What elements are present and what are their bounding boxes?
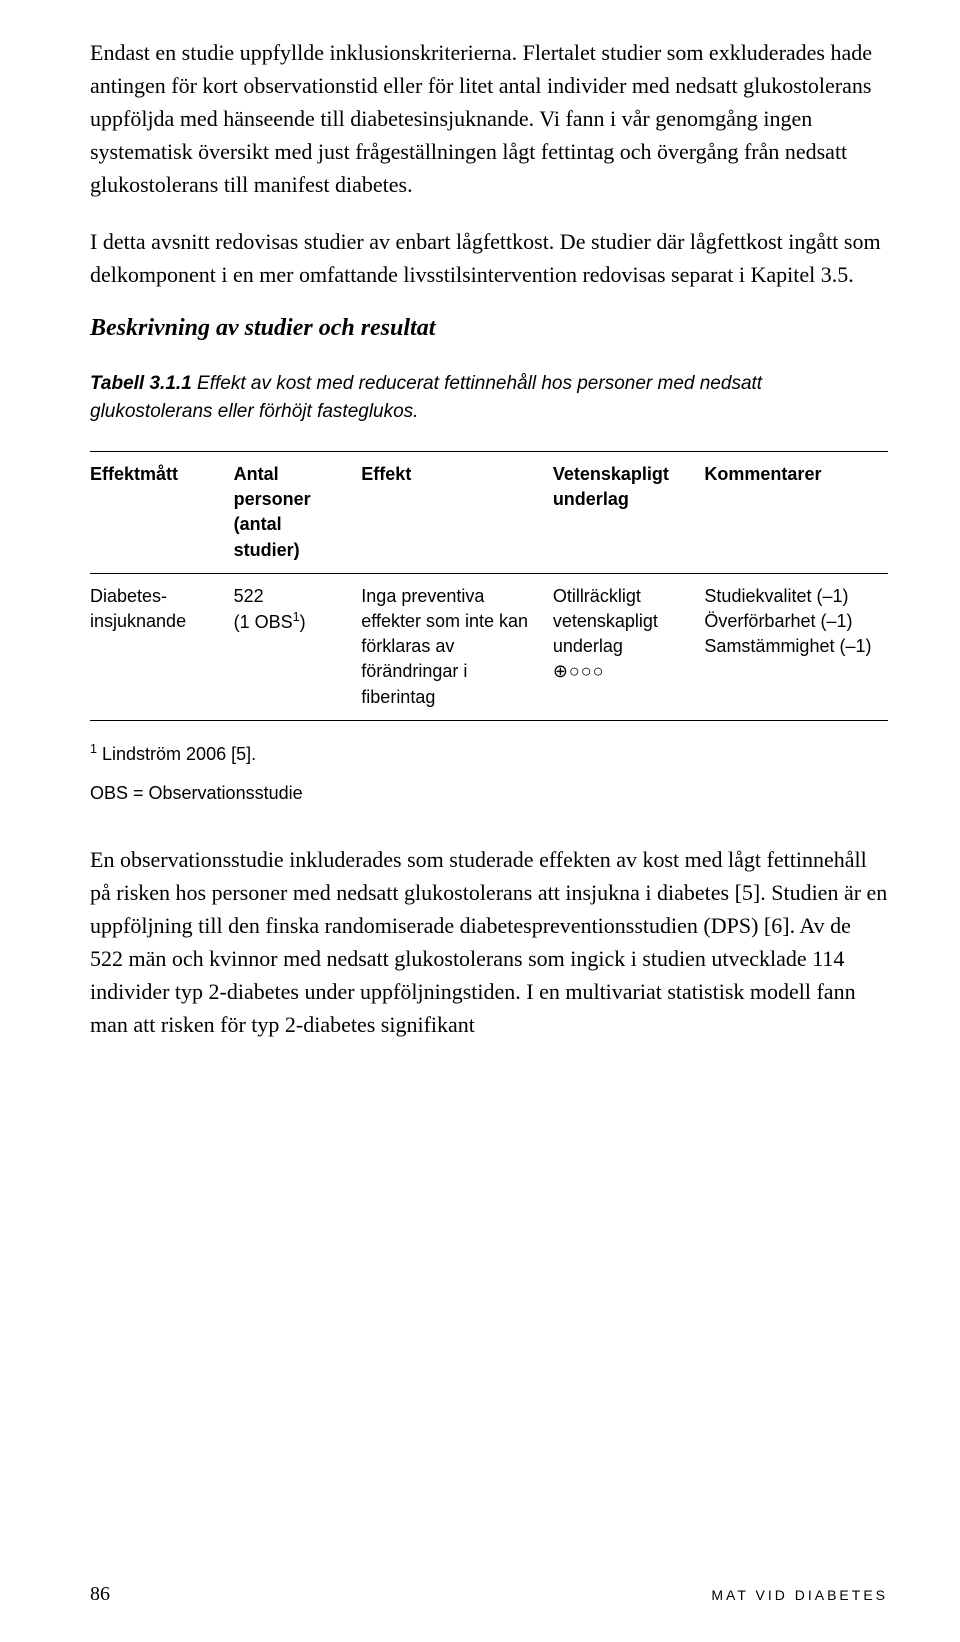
th-kommentarer: Kommentarer — [704, 452, 888, 574]
evidence-symbols: ⊕○○○ — [553, 661, 605, 681]
section-heading: Beskrivning av studier och resultat — [90, 315, 888, 342]
table-row: Diabetes-insjuknande 522 (1 OBS1) Inga p… — [90, 573, 888, 720]
footnote-1: 1 Lindström 2006 [5]. — [90, 739, 888, 769]
effects-table: Effektmått Antal personer (antal studier… — [90, 451, 888, 721]
table-footnotes: 1 Lindström 2006 [5]. OBS = Observations… — [90, 739, 888, 808]
td-underlag: Otillräckligt vetenskapligt underlag ⊕○○… — [553, 573, 705, 720]
paragraph-1: Endast en studie uppfyllde inklusionskri… — [90, 36, 888, 201]
td-underlag-text: Otillräckligt vetenskapligt underlag — [553, 586, 658, 656]
footer-title: MAT VID DIABETES — [711, 1587, 888, 1603]
td-antal-close: ) — [300, 612, 306, 632]
td-effektmatt: Diabetes-insjuknande — [90, 573, 234, 720]
footnote-1-text: Lindström 2006 [5]. — [97, 744, 256, 764]
page-footer: 86 MAT VID DIABETES — [90, 1583, 888, 1606]
th-antal: Antal personer (antal studier) — [234, 452, 362, 574]
td-effekt: Inga preventiva effekter som inte kan fö… — [361, 573, 553, 720]
td-antal-sup: 1 — [293, 610, 300, 624]
td-antal: 522 (1 OBS1) — [234, 573, 362, 720]
table-header-row: Effektmått Antal personer (antal studier… — [90, 452, 888, 574]
paragraph-3: En observationsstudie inkluderades som s… — [90, 843, 888, 1041]
page-number: 86 — [90, 1583, 110, 1606]
td-antal-n: 522 — [234, 586, 264, 606]
th-effektmatt: Effektmått — [90, 452, 234, 574]
td-antal-open: (1 OBS — [234, 612, 293, 632]
footnote-2: OBS = Observationsstudie — [90, 779, 888, 808]
table-caption-text: Effekt av kost med reducerat fettinnehål… — [90, 373, 762, 422]
th-effekt: Effekt — [361, 452, 553, 574]
td-kommentarer: Studiekvalitet (–1) Överförbarhet (–1) S… — [704, 573, 888, 720]
table-caption-label: Tabell 3.1.1 — [90, 373, 192, 394]
paragraph-2: I detta avsnitt redovisas studier av enb… — [90, 225, 888, 291]
footnote-1-sup: 1 — [90, 742, 97, 756]
table-caption: Tabell 3.1.1 Effekt av kost med reducera… — [90, 370, 888, 425]
th-underlag: Vetenskapligt underlag — [553, 452, 705, 574]
